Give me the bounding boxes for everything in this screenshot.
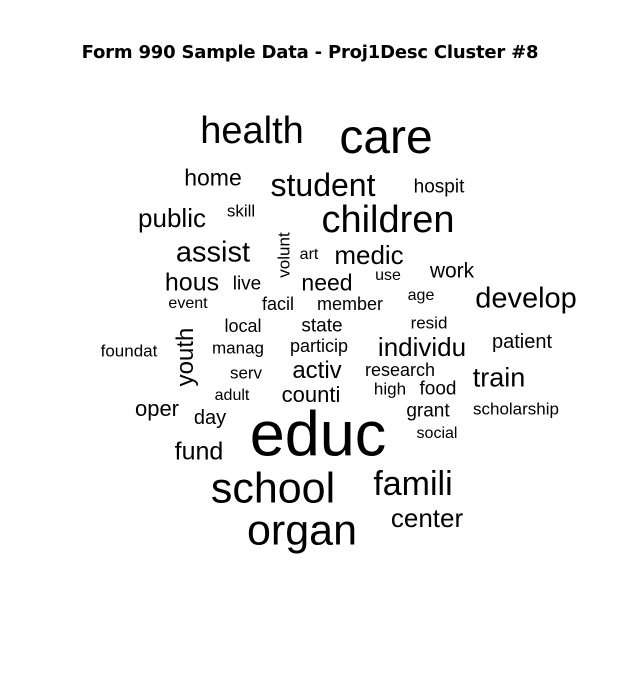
word-train: train (472, 362, 526, 393)
word-medic: medic (334, 240, 404, 270)
word-famili: famili (373, 465, 453, 503)
word-hous: hous (164, 268, 220, 297)
word-organ: organ (247, 506, 357, 555)
word-fund: fund (174, 437, 224, 466)
word-high: high (373, 379, 407, 399)
word-educ: educ (249, 399, 387, 470)
word-hospit: hospit (413, 176, 465, 198)
word-home: home (184, 164, 242, 191)
word-local: local (224, 316, 262, 336)
word-individu: individu (377, 332, 467, 362)
word-member: member (316, 294, 384, 314)
word-day: day (193, 407, 227, 429)
word-children: children (321, 199, 455, 241)
word-need: need (301, 269, 353, 296)
chart-title: Form 990 Sample Data - Proj1Desc Cluster… (81, 42, 539, 63)
word-volunt: volunt (274, 232, 294, 278)
word-counti: counti (281, 382, 341, 407)
word-facil: facil (261, 294, 295, 314)
word-state: state (301, 315, 343, 337)
word-resid: resid (410, 313, 448, 333)
word-serv: serv (229, 363, 263, 383)
word-adult: adult (214, 387, 250, 404)
word-use: use (375, 267, 401, 284)
word-youth: youth (172, 327, 199, 387)
word-assist: assist (175, 236, 251, 269)
word-activ: activ (292, 357, 342, 384)
word-health: health (200, 110, 304, 152)
word-work: work (429, 259, 475, 283)
word-grant: grant (406, 400, 450, 422)
word-skill: skill (226, 201, 256, 221)
word-develop: develop (475, 282, 577, 315)
word-school: school (210, 464, 336, 513)
word-age: age (407, 287, 435, 304)
word-manag: manag (212, 338, 264, 358)
word-care: care (339, 111, 433, 164)
word-public: public (138, 203, 206, 233)
word-art: art (299, 246, 319, 263)
word-foundat: foundat (100, 341, 158, 361)
word-scholarship: scholarship (473, 399, 559, 419)
word-oper: oper (134, 396, 180, 421)
word-research: research (364, 360, 436, 380)
word-live: live (232, 273, 262, 295)
word-student: student (270, 167, 376, 203)
word-food: food (419, 378, 457, 400)
word-particip: particip (289, 336, 349, 356)
word-social: social (416, 425, 458, 442)
word-center: center (390, 503, 464, 533)
word-patient: patient (491, 331, 553, 353)
word-event: event (168, 295, 208, 312)
